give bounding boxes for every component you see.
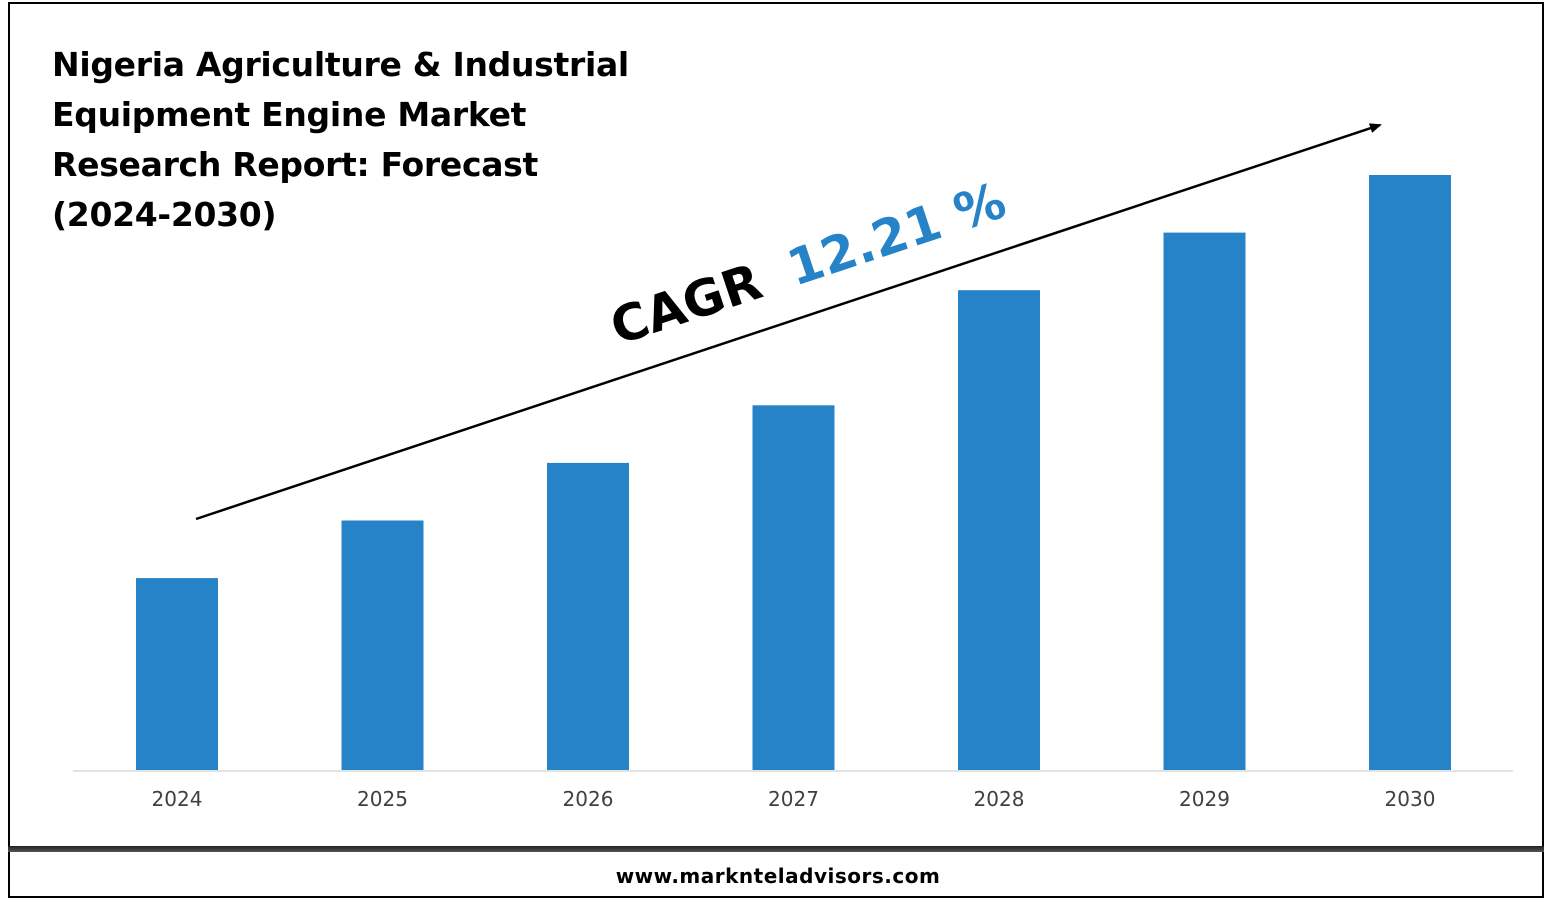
title-line-3: Research Report: Forecast bbox=[52, 145, 539, 184]
x-tick-label-2028: 2028 bbox=[974, 787, 1025, 811]
cagr-annotation: CAGR 12.21 % bbox=[603, 171, 1012, 356]
x-tick-label-2030: 2030 bbox=[1385, 787, 1436, 811]
x-tick-label-2025: 2025 bbox=[357, 787, 408, 811]
footer-bar bbox=[8, 846, 1544, 852]
title-line-2: Equipment Engine Market bbox=[52, 95, 527, 134]
title-line-4: (2024-2030) bbox=[52, 195, 277, 234]
bar-2028 bbox=[958, 290, 1040, 770]
bar-2030 bbox=[1369, 175, 1451, 770]
x-tick-labels: 2024 2025 2026 2027 2028 2029 2030 bbox=[152, 787, 1436, 811]
cagr-value: 12.21 % bbox=[780, 171, 1012, 297]
footer-website: www.marknteladvisors.com bbox=[615, 864, 941, 888]
trend-arrow bbox=[195, 123, 1382, 521]
bar-2029 bbox=[1163, 232, 1246, 771]
x-tick-label-2029: 2029 bbox=[1179, 787, 1230, 811]
bars-group bbox=[136, 175, 1451, 771]
x-tick-label-2024: 2024 bbox=[152, 787, 203, 811]
title-line-1: Nigeria Agriculture & Industrial bbox=[52, 45, 629, 84]
x-tick-label-2026: 2026 bbox=[563, 787, 614, 811]
bar-2025 bbox=[341, 520, 424, 770]
bar-2024 bbox=[136, 578, 218, 770]
cagr-label: CAGR bbox=[603, 252, 768, 356]
x-tick-label-2027: 2027 bbox=[768, 787, 819, 811]
bar-2027 bbox=[752, 405, 835, 770]
bar-2026 bbox=[547, 462, 629, 770]
chart-title: Nigeria Agriculture & Industrial Equipme… bbox=[52, 40, 652, 240]
